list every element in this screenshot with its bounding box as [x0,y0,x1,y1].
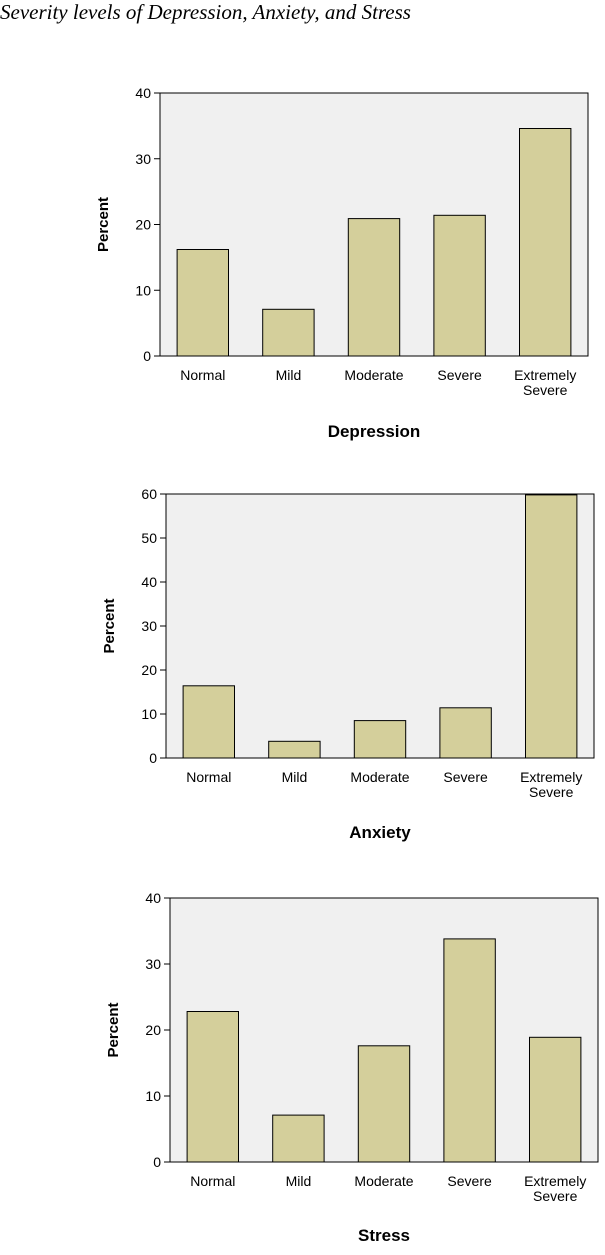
stress-bar-normal [186,1011,240,1163]
depression-y-tick-label: 40 [135,85,151,101]
anxiety-y-tick-label: 50 [141,530,157,546]
depression-x-tick-label: Moderate [344,367,403,383]
stress-y-tick-label: 10 [145,1088,161,1104]
anxiety-bar-severe [439,707,492,759]
anxiety-bar-normal [182,685,236,759]
depression-x-tick-label: Severe [437,367,482,383]
stress-x-tick-label: Mild [286,1173,312,1189]
anxiety-x-tick-label: Severe [443,769,488,785]
stress-y-tick-label: 40 [145,890,161,906]
anxiety-y-tick-label: 60 [141,486,157,502]
depression-x-tick-label: Mild [276,367,302,383]
depression-bar-severe [433,214,486,357]
stress-y-tick-label: 30 [145,956,161,972]
stress-bar-severe [443,938,496,1163]
depression-x-axis-label: Depression [328,422,421,441]
stress-x-tick-label: Severe [447,1173,492,1189]
depression-bar-extremely-severe [519,128,572,357]
stress-bar-extremely-severe [529,1036,582,1163]
anxiety-bar-mild [268,740,321,759]
stress-x-axis-label: Stress [358,1226,410,1245]
anxiety-y-tick-label: 20 [141,662,157,678]
depression-y-tick-label: 20 [135,217,151,233]
page-title: Severity levels of Depression, Anxiety, … [0,0,411,24]
stress-y-axis-label: Percent [105,1002,122,1057]
stress-bar-moderate [357,1045,411,1163]
depression-y-tick-label: 0 [143,348,151,364]
depression-bar-normal [176,249,230,357]
depression-x-tick-label: Extremely Severe [514,367,576,398]
anxiety-chart: 0 10 20 30 40 50 60 Normal Mild Moderate Severe Ex… [101,486,595,842]
stress-x-tick-label: Extremely Severe [524,1173,586,1204]
stress-chart: 0 10 20 30 40 Normal Mild Moderate Severe Extrem… [105,890,599,1245]
anxiety-y-tick-label: 40 [141,574,157,590]
depression-y-tick-label: 30 [135,151,151,167]
depression-x-tick-label: Normal [180,367,225,383]
depression-y-axis-label: Percent [95,197,112,252]
depression-chart: 0 10 20 30 40 Normal Mild Moderate Severe Extrem… [95,85,589,441]
depression-bar-moderate [347,218,401,357]
anxiety-y-tick-label: 0 [149,750,157,766]
stress-x-tick-label: Normal [190,1173,235,1189]
anxiety-x-tick-label: Extremely Severe [520,769,582,800]
anxiety-y-tick-label: 30 [141,618,157,634]
anxiety-x-tick-label: Normal [186,769,231,785]
depression-y-tick-label: 10 [135,282,151,298]
anxiety-x-axis-label: Anxiety [349,823,411,842]
stress-y-tick-label: 20 [145,1022,161,1038]
stress-bar-mild [272,1114,325,1163]
anxiety-bar-moderate [353,720,407,759]
anxiety-x-tick-label: Moderate [350,769,409,785]
depression-bar-mild [262,308,315,357]
stress-y-tick-label: 0 [153,1154,161,1170]
anxiety-x-tick-label: Mild [282,769,308,785]
anxiety-bar-extremely-severe [525,494,578,759]
anxiety-y-axis-label: Percent [101,598,118,653]
stress-x-tick-label: Moderate [354,1173,413,1189]
anxiety-y-tick-label: 10 [141,706,157,722]
